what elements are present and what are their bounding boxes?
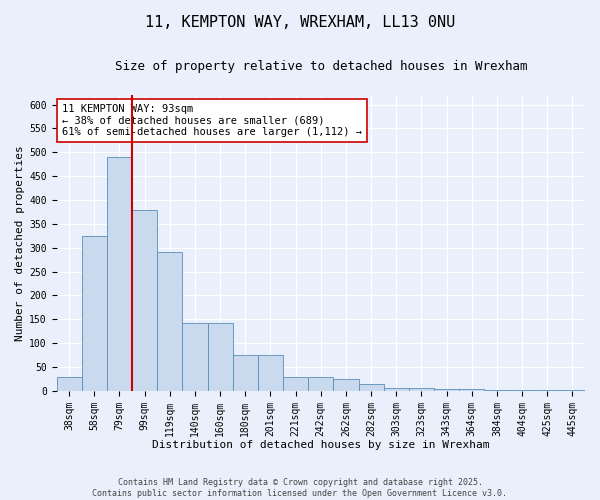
Text: 11 KEMPTON WAY: 93sqm
← 38% of detached houses are smaller (689)
61% of semi-det: 11 KEMPTON WAY: 93sqm ← 38% of detached … <box>62 104 362 137</box>
Bar <box>56 378 82 391</box>
Bar <box>409 388 434 391</box>
Bar <box>107 157 132 391</box>
Bar <box>560 390 585 391</box>
Bar <box>258 355 283 391</box>
Bar <box>233 355 258 391</box>
Title: Size of property relative to detached houses in Wrexham: Size of property relative to detached ho… <box>115 60 527 73</box>
X-axis label: Distribution of detached houses by size in Wrexham: Distribution of detached houses by size … <box>152 440 490 450</box>
Text: Contains HM Land Registry data © Crown copyright and database right 2025.
Contai: Contains HM Land Registry data © Crown c… <box>92 478 508 498</box>
Bar <box>359 384 383 391</box>
Y-axis label: Number of detached properties: Number of detached properties <box>15 145 25 341</box>
Bar <box>334 379 359 391</box>
Bar <box>132 210 157 391</box>
Bar <box>182 322 208 391</box>
Bar <box>434 389 459 391</box>
Bar <box>383 388 409 391</box>
Bar <box>157 252 182 391</box>
Bar <box>308 376 334 391</box>
Bar <box>208 322 233 391</box>
Bar <box>283 376 308 391</box>
Bar <box>459 390 484 391</box>
Bar <box>82 236 107 391</box>
Text: 11, KEMPTON WAY, WREXHAM, LL13 0NU: 11, KEMPTON WAY, WREXHAM, LL13 0NU <box>145 15 455 30</box>
Bar <box>484 390 509 391</box>
